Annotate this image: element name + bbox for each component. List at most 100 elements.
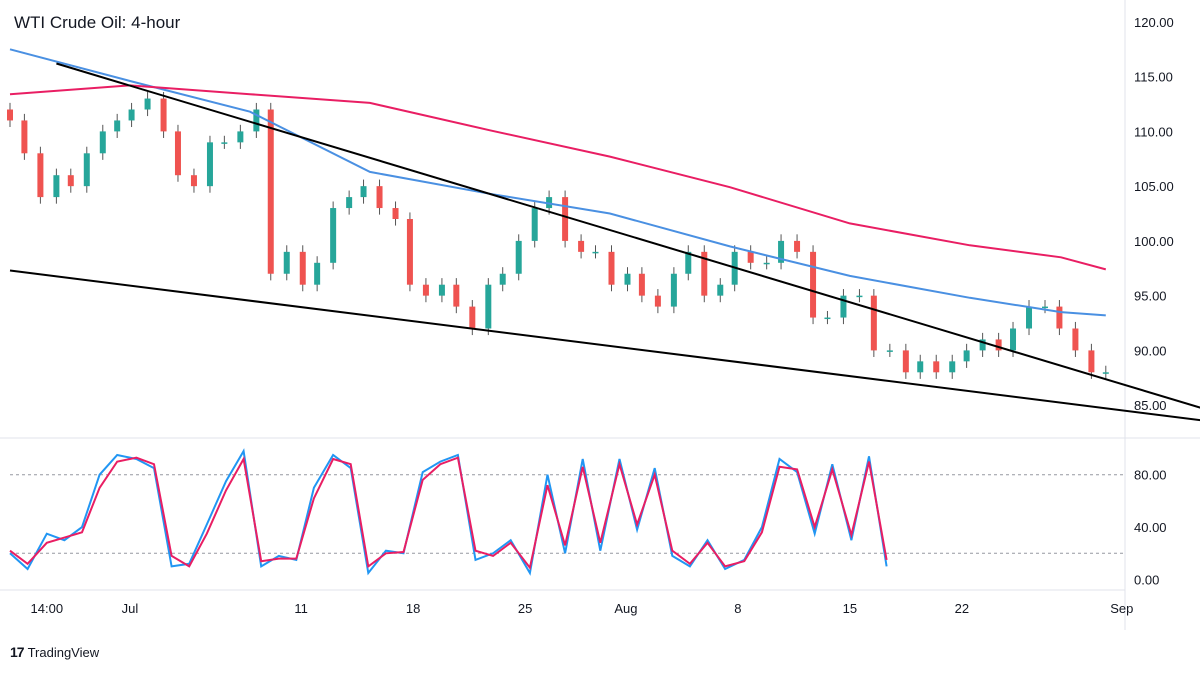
- price-tick-label: 85.00: [1134, 398, 1167, 413]
- moving-average-slow: [9, 84, 1107, 271]
- candle-body: [299, 251, 306, 285]
- oscillator-tick-label: 40.00: [1134, 520, 1167, 535]
- candle-body: [902, 350, 909, 373]
- candle-body: [469, 306, 476, 329]
- candle-body: [870, 295, 877, 351]
- candle-body: [83, 153, 90, 187]
- candle-body: [624, 273, 631, 285]
- candle-body: [747, 251, 754, 263]
- candle-body: [499, 273, 506, 285]
- candle-body: [562, 197, 569, 241]
- candle-body: [886, 350, 893, 352]
- price-tick-label: 120.00: [1134, 15, 1174, 30]
- price-tick-label: 105.00: [1134, 179, 1174, 194]
- candle-body: [144, 98, 151, 110]
- candle-body: [949, 361, 956, 373]
- candle-body: [685, 251, 692, 274]
- candle-body: [422, 284, 429, 296]
- candle-body: [638, 273, 645, 296]
- chart-title: WTI Crude Oil: 4-hour: [14, 13, 181, 32]
- candle-body: [1102, 372, 1109, 374]
- price-tick-label: 95.00: [1134, 289, 1167, 304]
- candle-body: [174, 131, 181, 176]
- candle-body: [206, 142, 213, 187]
- candle-body: [963, 350, 970, 362]
- candle-body: [654, 295, 661, 307]
- candle-body: [778, 240, 785, 263]
- candle-body: [515, 240, 522, 274]
- candle-body: [485, 284, 492, 329]
- candle-body: [160, 98, 167, 132]
- candle-body: [67, 175, 74, 187]
- candle-body: [453, 284, 460, 307]
- candle-body: [1042, 306, 1049, 309]
- time-tick-label: Sep: [1110, 601, 1133, 616]
- oscillator-tick-label: 80.00: [1134, 468, 1167, 483]
- candle-body: [810, 251, 817, 318]
- candle-body: [99, 131, 106, 154]
- candle-body: [7, 109, 13, 121]
- candle-body: [1010, 328, 1017, 351]
- candle-body: [531, 208, 538, 241]
- candle-body: [237, 131, 244, 143]
- trendline-lower: [9, 269, 1200, 422]
- candle-body: [840, 295, 847, 318]
- candle-body: [856, 295, 863, 298]
- candle-body: [824, 317, 831, 320]
- candle-body: [406, 219, 413, 285]
- candle-body: [283, 251, 290, 274]
- price-tick-label: 115.00: [1134, 70, 1173, 85]
- candle-body: [376, 186, 383, 209]
- trendline-upper: [56, 62, 1200, 409]
- price-tick-label: 100.00: [1134, 234, 1174, 249]
- time-tick-label: 14:00: [31, 601, 64, 616]
- candle-body: [53, 175, 60, 198]
- candle-body: [360, 186, 367, 198]
- candle-body: [1056, 306, 1063, 329]
- time-tick-label: 15: [843, 601, 857, 616]
- candle-body: [1088, 350, 1095, 373]
- candle-body: [37, 153, 44, 198]
- candle-body: [21, 120, 28, 154]
- candle-body: [330, 208, 337, 263]
- candle-body: [438, 284, 445, 296]
- oscillator-tick-label: 0.00: [1134, 573, 1159, 588]
- stochastic-pane: [9, 448, 1125, 576]
- price-tick-label: 90.00: [1134, 343, 1167, 358]
- time-tick-label: 22: [955, 601, 969, 616]
- time-tick-label: 11: [294, 601, 308, 616]
- candle-body: [1072, 328, 1079, 351]
- stochastic-k-line: [9, 448, 888, 576]
- candle-body: [253, 109, 260, 132]
- candle-body: [592, 251, 599, 254]
- brand-name: TradingView: [27, 644, 100, 660]
- stochastic-d-line: [9, 456, 888, 571]
- candle-body: [314, 262, 321, 285]
- candle-body: [346, 197, 353, 209]
- candle-body: [392, 208, 399, 219]
- candle-body: [608, 251, 615, 285]
- candle-body: [717, 284, 724, 296]
- price-pane: [7, 48, 1200, 422]
- time-tick-label: 25: [518, 601, 532, 616]
- candle-body: [578, 240, 585, 252]
- candle-body: [267, 109, 274, 274]
- tradingview-brand: 17 TradingView: [10, 644, 99, 660]
- candle-body: [701, 251, 708, 296]
- candle-body: [114, 120, 121, 132]
- candle-body: [670, 273, 677, 307]
- candle-body: [917, 361, 924, 373]
- price-tick-label: 110.00: [1134, 124, 1173, 139]
- candle-body: [190, 175, 197, 187]
- candle-body: [221, 142, 228, 144]
- time-tick-label: Jul: [122, 601, 139, 616]
- candle-body: [979, 339, 986, 351]
- time-tick-label: Aug: [614, 601, 637, 616]
- time-tick-label: 8: [734, 601, 741, 616]
- candle-body: [763, 262, 770, 265]
- candle-body: [995, 339, 1002, 351]
- candle-body: [794, 240, 801, 252]
- candle-body: [933, 361, 940, 373]
- moving-average-fast: [9, 48, 1106, 317]
